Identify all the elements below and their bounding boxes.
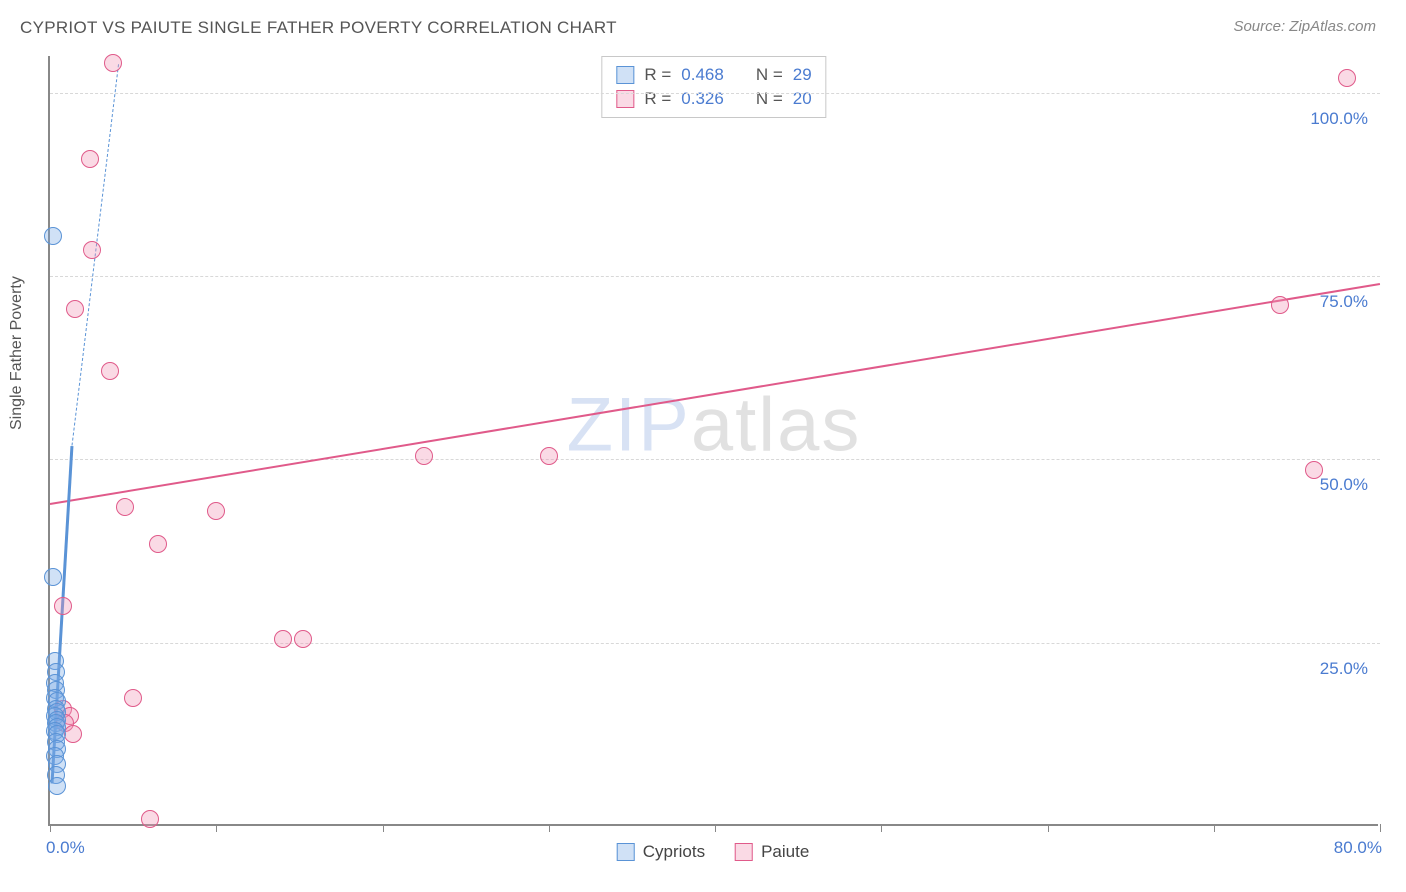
legend-swatch	[616, 66, 634, 84]
data-point-paiute	[274, 630, 292, 648]
data-point-paiute	[1338, 69, 1356, 87]
data-point-cypriots	[44, 227, 62, 245]
gridline	[50, 276, 1380, 277]
legend-n-val: 29	[793, 65, 812, 85]
trend-line	[50, 283, 1380, 505]
data-point-paiute	[124, 689, 142, 707]
gridline	[50, 459, 1380, 460]
data-point-paiute	[104, 54, 122, 72]
data-point-paiute	[64, 725, 82, 743]
legend-r-label: R =	[644, 65, 671, 85]
gridline	[50, 643, 1380, 644]
legend-series-label: Cypriots	[643, 842, 705, 862]
x-tick	[715, 824, 716, 832]
legend-swatch	[735, 843, 753, 861]
plot-region: ZIPatlas R = 0.468 N = 29R =0.326N =20 25.0…	[48, 56, 1378, 826]
data-point-paiute	[540, 447, 558, 465]
chart-source: Source: ZipAtlas.com	[1233, 18, 1376, 35]
watermark-atlas: atlas	[691, 382, 862, 467]
data-point-paiute	[66, 300, 84, 318]
legend-stats-row: R = 0.468 N = 29	[616, 63, 811, 87]
data-point-paiute	[1271, 296, 1289, 314]
x-tick	[50, 824, 51, 832]
legend-stats-row: R =0.326N =20	[616, 87, 811, 111]
data-point-paiute	[81, 150, 99, 168]
x-tick	[549, 824, 550, 832]
x-tick	[383, 824, 384, 832]
x-tick	[216, 824, 217, 832]
y-axis-label: Single Father Poverty	[8, 276, 26, 430]
y-tick-label: 100.0%	[1310, 109, 1368, 129]
data-point-paiute	[116, 498, 134, 516]
chart-area: ZIPatlas R = 0.468 N = 29R =0.326N =20 25.0…	[48, 56, 1378, 826]
data-point-cypriots	[48, 777, 66, 795]
data-point-paiute	[207, 502, 225, 520]
gridline	[50, 93, 1380, 94]
legend-series: Cypriots Paiute	[617, 842, 810, 862]
legend-series-item: Paiute	[735, 842, 809, 862]
x-tick-label-max: 80.0%	[1334, 838, 1382, 858]
watermark-zip: ZIP	[567, 382, 691, 467]
data-point-paiute	[1305, 461, 1323, 479]
legend-stats: R = 0.468 N = 29R =0.326N =20	[601, 56, 826, 118]
data-point-cypriots	[44, 568, 62, 586]
legend-r-val: 0.468	[681, 65, 724, 85]
x-tick	[881, 824, 882, 832]
x-tick-label-min: 0.0%	[46, 838, 85, 858]
x-tick	[1048, 824, 1049, 832]
legend-swatch	[617, 843, 635, 861]
y-tick-label: 50.0%	[1320, 475, 1368, 495]
legend-series-label: Paiute	[761, 842, 809, 862]
data-point-paiute	[101, 362, 119, 380]
y-tick-label: 25.0%	[1320, 659, 1368, 679]
x-tick	[1214, 824, 1215, 832]
data-point-paiute	[415, 447, 433, 465]
x-tick	[1380, 824, 1381, 832]
data-point-paiute	[149, 535, 167, 553]
data-point-paiute	[83, 241, 101, 259]
data-point-paiute	[54, 597, 72, 615]
legend-n-label: N =	[756, 65, 783, 85]
data-point-paiute	[141, 810, 159, 828]
chart-header: CYPRIOT VS PAIUTE SINGLE FATHER POVERTY …	[0, 0, 1406, 46]
y-tick-label: 75.0%	[1320, 292, 1368, 312]
data-point-paiute	[294, 630, 312, 648]
chart-title: CYPRIOT VS PAIUTE SINGLE FATHER POVERTY …	[20, 18, 617, 38]
legend-series-item: Cypriots	[617, 842, 705, 862]
